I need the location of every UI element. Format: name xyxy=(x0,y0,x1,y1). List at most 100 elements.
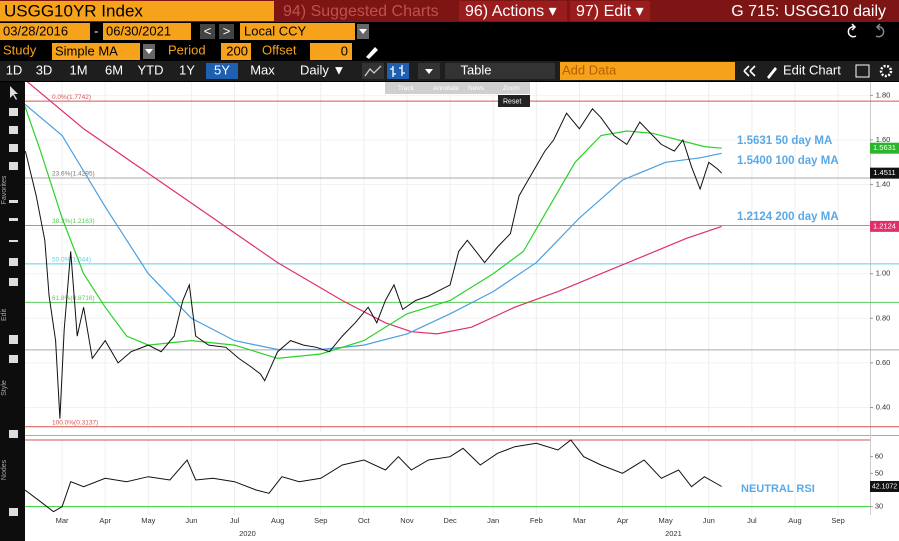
side-panel-label: Nodes xyxy=(1,459,8,480)
pointer-icon[interactable] xyxy=(10,86,18,100)
start-date: 03/28/2016 xyxy=(3,23,68,38)
edit-chart[interactable]: Edit Chart xyxy=(783,62,841,77)
rsi-last-label: 42.1072 xyxy=(872,483,897,490)
redo-icon[interactable] xyxy=(875,23,885,38)
tool-icon[interactable] xyxy=(9,162,18,170)
tool-icon[interactable] xyxy=(9,108,18,116)
y-tick-label: 0.40 xyxy=(876,402,891,411)
tool-icon[interactable] xyxy=(9,278,18,286)
actions[interactable]: 96) Actions ▾ xyxy=(465,3,557,20)
fib-label: 0.0%(1.7742) xyxy=(52,94,91,101)
table-button[interactable] xyxy=(445,63,555,79)
actions-button[interactable] xyxy=(459,1,567,21)
period: 200 xyxy=(226,43,248,58)
x-tick-label: Nov xyxy=(400,516,414,525)
x-tick-label: Mar xyxy=(56,516,69,525)
annotate-icon[interactable] xyxy=(855,64,870,78)
last-value-label: 1.4511 xyxy=(873,168,895,177)
range-button[interactable] xyxy=(206,63,238,79)
x-tick-label: Apr xyxy=(99,516,111,525)
currency-field[interactable] xyxy=(240,23,355,40)
date-dash: - xyxy=(94,23,98,38)
undo-icon[interactable] xyxy=(847,23,857,38)
offset-field[interactable] xyxy=(310,43,352,60)
range-label: 1M xyxy=(69,62,87,77)
side-panel-label: Style xyxy=(1,380,8,396)
x-tick-label: May xyxy=(141,516,155,525)
rsi-tick-label: 50 xyxy=(875,468,883,477)
x-tick-label: May xyxy=(659,516,673,525)
study-field[interactable] xyxy=(52,43,140,60)
x-tick-label: Mar xyxy=(573,516,586,525)
add-data-field[interactable] xyxy=(560,62,735,80)
series-line xyxy=(26,82,722,335)
y-tick-label: 1.60 xyxy=(876,135,891,144)
mini-toolbar: Reset Track Annotate News Zoom xyxy=(385,82,530,107)
rsi-label: NEUTRAL RSI xyxy=(741,483,815,495)
x-tick-label: Sep xyxy=(314,516,327,525)
range-button[interactable] xyxy=(170,63,204,79)
collapse-icon[interactable] xyxy=(743,65,756,77)
mini-tool: News xyxy=(468,85,485,92)
tool-icon[interactable] xyxy=(9,240,18,242)
settings-icon[interactable] xyxy=(879,64,893,78)
side-toolbar xyxy=(0,82,25,541)
pencil-icon[interactable] xyxy=(366,47,378,59)
range-button[interactable] xyxy=(62,63,95,79)
range-button[interactable] xyxy=(133,63,168,79)
fib-label: 61.8%(0.8716) xyxy=(52,295,95,302)
y-tick-label: 1.40 xyxy=(876,180,891,189)
currency: Local CCY xyxy=(244,23,306,38)
prev-button[interactable] xyxy=(200,24,215,39)
range-button[interactable] xyxy=(2,63,26,79)
range-label: 6M xyxy=(105,62,123,77)
tool-icon[interactable] xyxy=(9,430,18,438)
last-value-tag xyxy=(870,167,899,179)
range-button[interactable] xyxy=(28,63,60,79)
x-tick-label: Feb xyxy=(530,516,543,525)
tool-icon[interactable] xyxy=(9,258,18,266)
y-tick-label: 0.80 xyxy=(876,313,891,322)
reset: Reset xyxy=(503,98,521,105)
x-tick-label: Apr xyxy=(617,516,629,525)
period-field[interactable] xyxy=(221,43,251,60)
x-tick-label: Aug xyxy=(788,516,801,525)
edit-chart-icon xyxy=(767,67,777,79)
last-value-label: 1.5631 xyxy=(873,143,896,152)
series-line xyxy=(25,106,722,360)
range-label: YTD xyxy=(138,62,164,77)
tool-icon[interactable] xyxy=(9,126,18,134)
next-button[interactable] xyxy=(219,24,234,39)
tool-icon[interactable] xyxy=(9,144,18,152)
range-label: 3D xyxy=(36,62,53,77)
range-button[interactable] xyxy=(97,63,131,79)
prev: < xyxy=(204,23,212,38)
range-label: Max xyxy=(250,62,275,77)
series-line xyxy=(25,108,723,419)
edit[interactable]: 97) Edit ▾ xyxy=(576,3,644,20)
frequency[interactable]: Daily ▼ xyxy=(300,62,345,77)
end-date-field[interactable] xyxy=(103,23,191,40)
dropdown-arrow xyxy=(145,49,153,54)
x-tick-label: Sep xyxy=(831,516,844,525)
x-tick-label: Jun xyxy=(185,516,197,525)
range-button[interactable] xyxy=(240,63,285,79)
security-field[interactable] xyxy=(0,1,274,21)
bar-tool[interactable] xyxy=(387,63,409,79)
edit-button[interactable] xyxy=(570,1,650,21)
table: Table xyxy=(460,62,491,77)
side-panel-label: Favorites xyxy=(1,175,8,204)
reset-button[interactable] xyxy=(498,95,530,107)
tool-icon[interactable] xyxy=(9,200,18,203)
line-tool[interactable] xyxy=(362,63,384,79)
tool-icon[interactable] xyxy=(9,355,18,363)
x-tick-label: Oct xyxy=(358,516,371,525)
settings-icon[interactable] xyxy=(9,508,18,516)
tool-icon[interactable] xyxy=(9,218,18,221)
start-date-field[interactable] xyxy=(0,23,90,40)
series-line xyxy=(25,103,722,351)
suggested-charts[interactable]: 94) Suggested Charts xyxy=(283,3,439,20)
x-tick-label: Jun xyxy=(703,516,715,525)
trash-icon[interactable] xyxy=(9,335,18,344)
period-label: Period xyxy=(168,42,206,57)
